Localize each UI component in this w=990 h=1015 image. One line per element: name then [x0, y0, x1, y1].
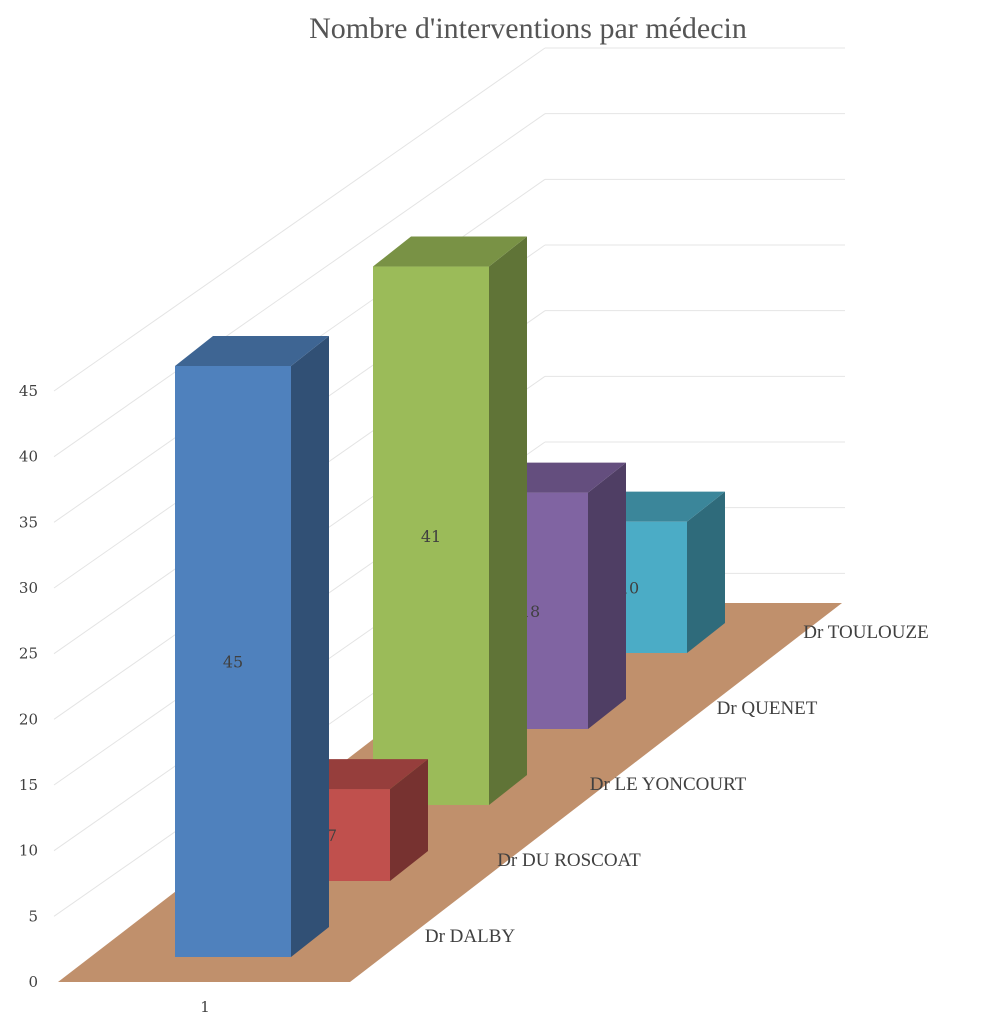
series-label: Dr DALBY [425, 926, 516, 947]
bar-side [687, 491, 725, 653]
series-label: Dr QUENET [717, 698, 818, 719]
series-label: Dr TOULOUZE [803, 622, 928, 643]
bar-front [175, 366, 291, 957]
y-tick-label: 45 [19, 382, 38, 400]
data-label: 41 [421, 527, 441, 546]
bar: 41 [373, 236, 527, 806]
y-axis: 0 5 10 15 20 25 30 35 40 45 [19, 382, 38, 991]
bar-front [373, 266, 489, 805]
bar-side [291, 336, 329, 957]
bar-top [373, 236, 527, 267]
series-label: Dr LE YONCOURT [590, 774, 747, 795]
y-tick-label: 30 [19, 579, 38, 597]
bar-side [489, 236, 527, 806]
gridline [53, 47, 546, 392]
bar-side [588, 462, 626, 729]
data-label: 45 [223, 653, 243, 672]
y-tick-label: 40 [19, 448, 38, 466]
x-tick-label: 1 [200, 998, 210, 1015]
bar: 45 [175, 336, 329, 957]
chart-title: Nombre d'interventions par médecin [309, 12, 747, 45]
y-tick-label: 0 [28, 973, 38, 991]
y-tick-label: 20 [19, 710, 38, 728]
y-tick-label: 10 [19, 842, 38, 860]
series-label: Dr DU ROSCOAT [497, 850, 641, 871]
y-tick-label: 5 [28, 907, 38, 925]
y-tick-label: 15 [19, 776, 38, 794]
bar-side [390, 759, 428, 881]
data-label: 7 [327, 826, 337, 845]
bar-top [175, 336, 329, 366]
gridline [53, 113, 546, 458]
y-tick-label: 35 [19, 513, 38, 531]
series-axis: Dr DALBY Dr DU ROSCOAT Dr LE YONCOURT Dr QU… [425, 622, 929, 947]
y-tick-label: 25 [19, 645, 38, 663]
